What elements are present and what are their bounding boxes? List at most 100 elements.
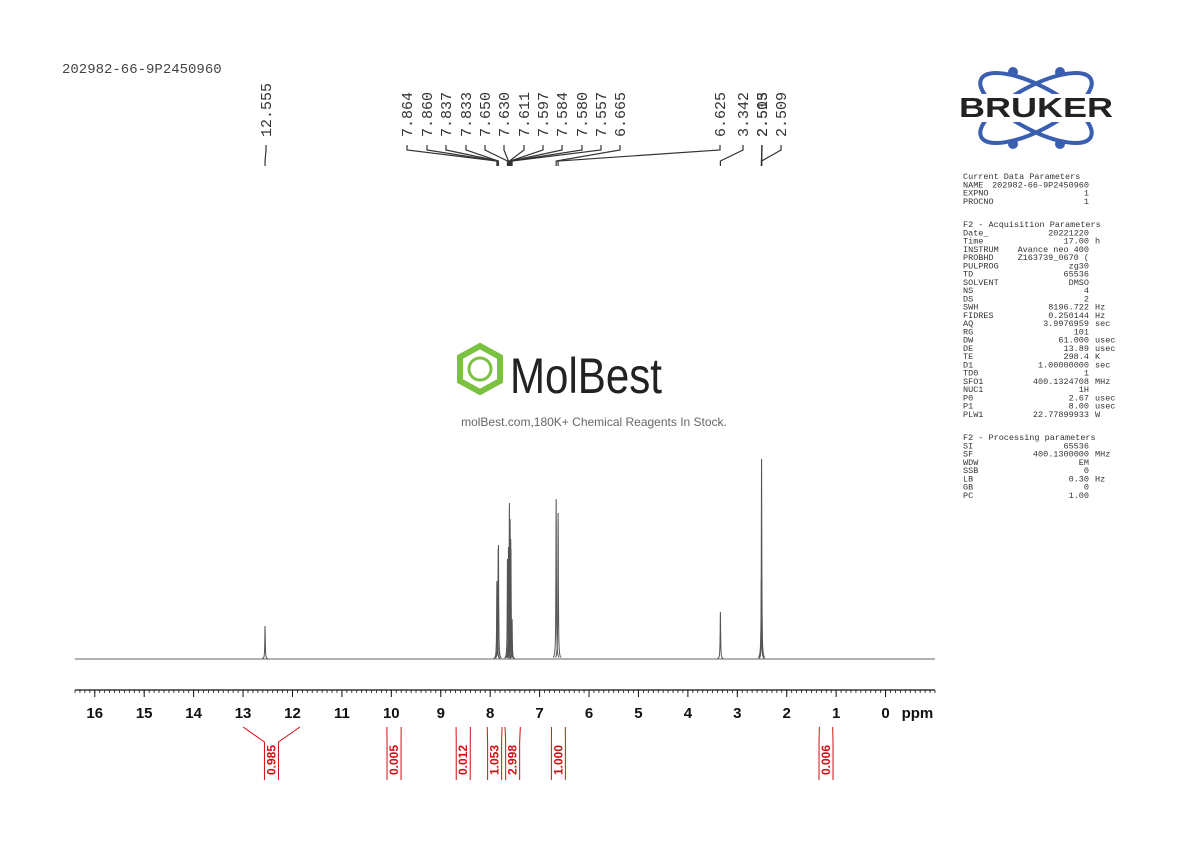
integral-bracket — [455, 726, 471, 780]
logo-dot — [1008, 139, 1018, 149]
param-unit: Hz — [1095, 303, 1105, 313]
peak — [758, 458, 765, 658]
param-value: Avance neo 400 — [1018, 245, 1089, 255]
param-key: P1 — [963, 402, 973, 412]
param-value: 298.4 — [1063, 352, 1089, 362]
param-value: 22.77899933 — [1033, 410, 1089, 420]
param-value: 0.250144 — [1048, 311, 1089, 321]
peak-leader — [555, 145, 621, 166]
param-unit: h — [1095, 237, 1100, 247]
x-tick-label: 7 — [535, 705, 543, 722]
sample-id: 202982-66-9P2450960 — [62, 62, 222, 78]
peak — [554, 512, 562, 658]
param-key: AQ — [963, 319, 973, 329]
param-key: LB — [963, 474, 973, 484]
watermark-brand: MolBest — [510, 348, 662, 404]
param-key: SI — [963, 441, 973, 451]
x-tick-label: 5 — [634, 705, 642, 722]
param-value: EM — [1079, 458, 1089, 468]
param-key: PROCNO — [963, 197, 994, 207]
integral-bracket — [486, 726, 503, 780]
param-unit: sec — [1095, 360, 1110, 370]
x-tick-label: 14 — [185, 705, 202, 722]
x-tick-label: 4 — [684, 705, 693, 722]
bruker-wordmark: BRUKER — [959, 92, 1113, 123]
param-section-title: F2 - Acquisition Parameters — [963, 220, 1101, 230]
peak-label: 7.864 — [400, 92, 417, 137]
integral-bracket — [504, 726, 521, 780]
param-value: DMSO — [1069, 278, 1089, 288]
integral-label: 1.000 — [551, 745, 565, 775]
peak — [262, 625, 269, 660]
logo-orbit — [978, 71, 1094, 145]
integral-bracket — [818, 726, 834, 780]
integral-label: 0.012 — [456, 745, 470, 775]
x-tick-label: 0 — [881, 705, 889, 722]
param-value: 400.1324708 — [1033, 377, 1089, 387]
bruker-logo — [958, 67, 1114, 149]
peak-label: 2.505 — [755, 92, 772, 137]
param-key: RG — [963, 327, 973, 337]
param-value: 1.00000000 — [1038, 360, 1089, 370]
param-value: 1 — [1084, 369, 1089, 379]
param-key: NAME — [963, 180, 983, 190]
param-unit: MHz — [1095, 377, 1110, 387]
integral-label: 1.053 — [488, 745, 502, 775]
param-key: SFO1 — [963, 377, 983, 387]
logo-hexagon — [457, 342, 503, 396]
peak-label: 6.625 — [713, 92, 730, 137]
logo-dot — [1055, 67, 1065, 77]
param-value: 4 — [1084, 286, 1089, 296]
peak-leader — [465, 145, 500, 166]
param-key: TD — [963, 270, 973, 280]
peak-label: 7.557 — [594, 92, 611, 137]
x-axis-label: ppm — [902, 705, 934, 722]
param-key: PROBHD — [963, 253, 994, 263]
param-section-title: F2 - Processing parameters — [963, 433, 1096, 443]
peak — [758, 578, 765, 659]
peak-label: 7.580 — [575, 92, 592, 137]
x-tick-label: 8 — [486, 705, 494, 722]
param-key: GB — [963, 483, 973, 493]
x-tick-label: 16 — [86, 705, 103, 722]
x-tick-label: 6 — [585, 705, 593, 722]
x-tick-label: 2 — [783, 705, 791, 722]
peak-label: 7.597 — [536, 92, 553, 137]
peak-leader — [510, 145, 583, 166]
peak-leader — [760, 145, 782, 166]
peak-label: 7.611 — [517, 92, 534, 137]
logo-ring — [467, 356, 493, 382]
peak-leader — [503, 145, 510, 166]
param-key: SWH — [963, 303, 978, 313]
param-section-title: Current Data Parameters — [963, 172, 1080, 182]
param-key: D1 — [963, 360, 973, 370]
param-unit: W — [1095, 410, 1101, 420]
param-key: PULPROG — [963, 261, 999, 271]
peak-leader — [426, 145, 498, 166]
peak-label: 12.555 — [259, 83, 276, 137]
param-value: Z163739_0670 ( — [1018, 253, 1089, 263]
param-value: 2 — [1084, 294, 1089, 304]
param-unit: sec — [1095, 319, 1110, 329]
logo-backdrop — [958, 94, 1114, 122]
x-tick-label: 15 — [136, 705, 153, 722]
param-unit: usec — [1095, 402, 1115, 412]
param-value: 400.1300000 — [1033, 450, 1089, 460]
x-tick-label: 12 — [284, 705, 301, 722]
param-key: WDW — [963, 458, 979, 468]
param-key: SOLVENT — [963, 278, 999, 288]
peak-leader — [484, 145, 509, 166]
param-key: NUC1 — [963, 385, 983, 395]
param-value: 61.000 — [1058, 336, 1089, 346]
param-key: DW — [963, 336, 974, 346]
param-value: 0 — [1084, 483, 1089, 493]
peak — [508, 618, 516, 660]
param-value: 2.67 — [1069, 393, 1089, 403]
peak-label: 7.630 — [497, 92, 514, 137]
param-key: DE — [963, 344, 973, 354]
param-value: 1 — [1084, 189, 1089, 199]
x-tick-label: 11 — [334, 705, 350, 722]
peak — [504, 558, 511, 659]
param-value: 8.00 — [1069, 402, 1089, 412]
